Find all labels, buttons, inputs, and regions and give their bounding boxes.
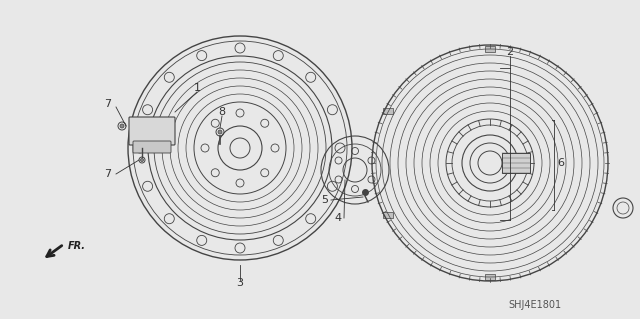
Bar [383, 212, 394, 218]
Text: 7: 7 [104, 169, 111, 179]
Text: 6: 6 [557, 158, 564, 168]
Text: FR.: FR. [68, 241, 86, 251]
Text: 5: 5 [321, 195, 328, 205]
Circle shape [141, 159, 143, 161]
Bar [383, 108, 394, 114]
Circle shape [218, 130, 222, 134]
Text: 7: 7 [104, 99, 111, 109]
Bar [485, 274, 495, 280]
Bar [502, 153, 530, 173]
FancyBboxPatch shape [129, 117, 175, 145]
Text: 3: 3 [237, 278, 243, 288]
Bar [485, 46, 495, 52]
Text: SHJ4E1801: SHJ4E1801 [508, 300, 561, 310]
FancyBboxPatch shape [133, 141, 171, 153]
Text: 4: 4 [335, 213, 342, 223]
Text: 1: 1 [193, 83, 200, 93]
Text: 8: 8 [218, 107, 225, 117]
Circle shape [120, 124, 124, 128]
Text: 2: 2 [506, 47, 513, 57]
